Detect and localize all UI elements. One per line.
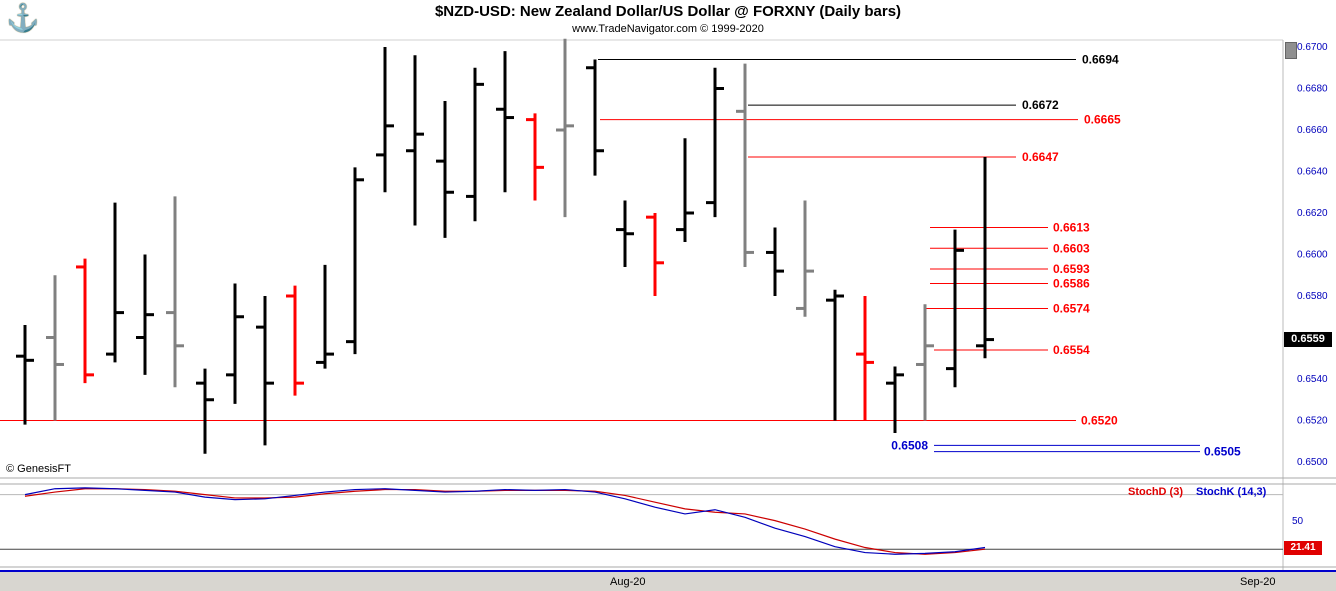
price-level-label: 0.6647	[1022, 150, 1059, 164]
price-axis-tick: 0.6540	[1297, 374, 1328, 385]
price-level-label: 0.6520	[1081, 414, 1118, 428]
price-axis-tick: 0.6700	[1297, 42, 1328, 53]
stochk-legend[interactable]: StochK (14,3)	[1196, 486, 1267, 498]
date-label-aug: Aug-20	[610, 576, 646, 588]
date-label-sep: Sep-20	[1240, 576, 1276, 588]
price-level-label: 0.6665	[1084, 113, 1121, 127]
price-level-label: 0.6603	[1053, 241, 1090, 255]
price-level-label: 0.6613	[1053, 221, 1090, 235]
chart-title: $NZD-USD: New Zealand Dollar/US Dollar @…	[434, 3, 902, 20]
price-level-label: 0.6586	[1053, 277, 1090, 291]
stochd-line	[24, 488, 986, 555]
genesis-anchor-logo-icon: ⚓	[6, 3, 40, 33]
genesis-watermark: © GenesisFT	[6, 463, 71, 475]
stoch-value-badge: 21.41	[1284, 541, 1322, 555]
price-level-label: 0.6508	[891, 438, 928, 452]
stoch-mid-axis-label: 50	[1292, 516, 1304, 527]
price-axis-tick: 0.6520	[1297, 416, 1328, 427]
price-axis-tick: 0.6620	[1297, 208, 1328, 219]
price-axis-tick: 0.6500	[1297, 457, 1328, 468]
price-level-label: 0.6593	[1053, 262, 1090, 276]
price-level-label: 0.6505	[1204, 445, 1241, 459]
axis-scroll-thumb[interactable]	[1285, 42, 1297, 59]
stochd-legend[interactable]: StochD (3)	[1128, 486, 1183, 498]
price-level-label: 0.6554	[1053, 343, 1090, 357]
last-price-badge: 0.6559	[1284, 332, 1332, 347]
price-level-label: 0.6672	[1022, 98, 1059, 112]
price-axis-tick: 0.6580	[1297, 291, 1328, 302]
price-axis-tick: 0.6660	[1297, 125, 1328, 136]
price-axis-tick: 0.6680	[1297, 84, 1328, 95]
chart-subtitle: www.TradeNavigator.com © 1999-2020	[572, 23, 764, 35]
price-axis-tick: 0.6600	[1297, 250, 1328, 261]
stochk-line	[24, 487, 986, 555]
price-level-label: 0.6574	[1053, 301, 1090, 315]
date-axis: Aug-20 Sep-20	[0, 570, 1336, 591]
price-level-label: 0.6694	[1082, 52, 1119, 66]
price-axis-tick: 0.6640	[1297, 167, 1328, 178]
